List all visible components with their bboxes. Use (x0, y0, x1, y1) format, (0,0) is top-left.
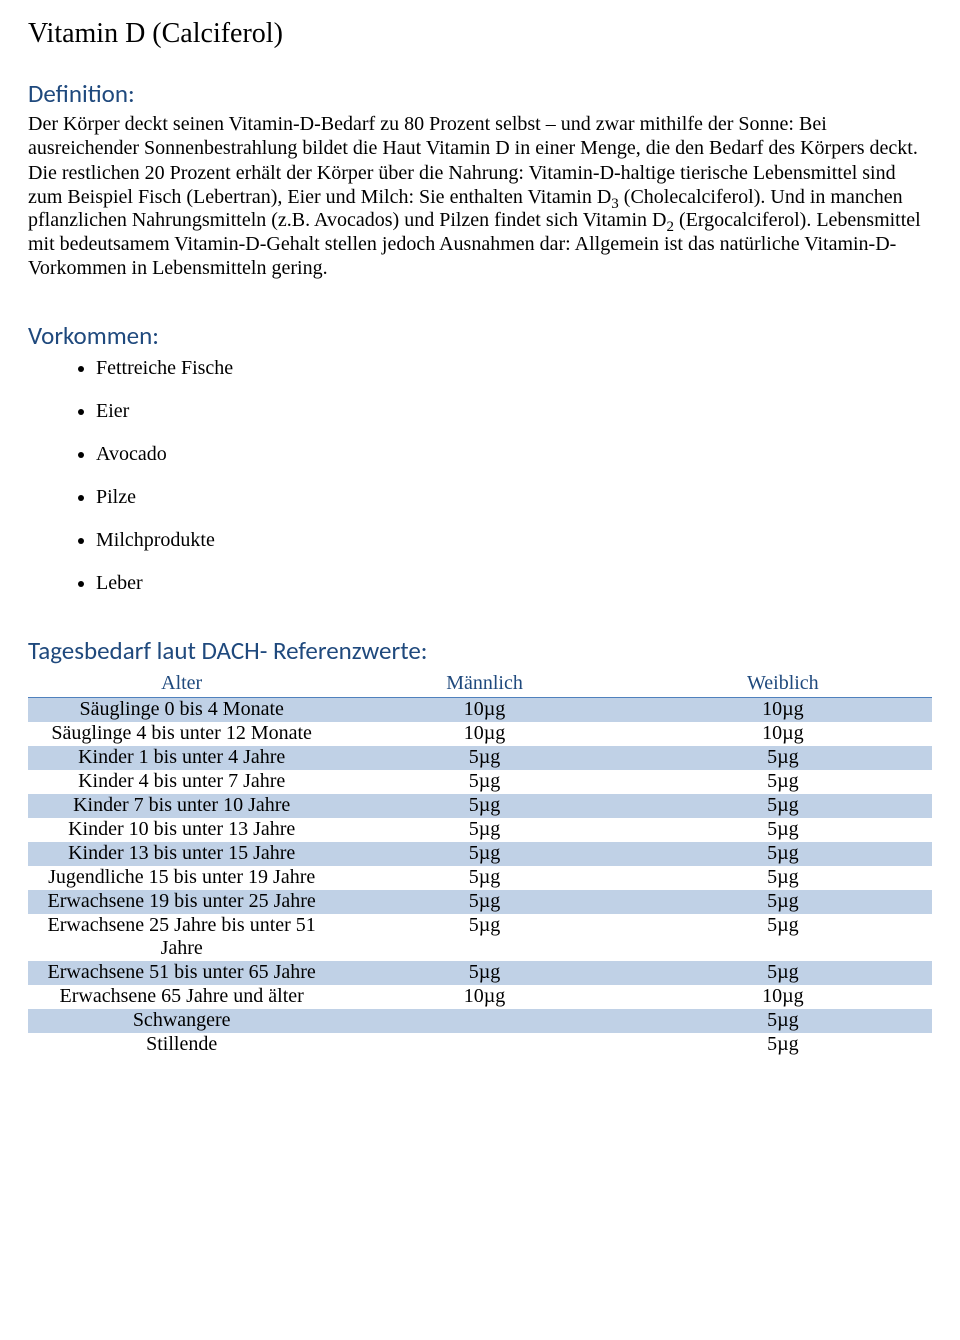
daily-requirement-table: Alter Männlich Weiblich Säuglinge 0 bis … (28, 670, 932, 1057)
cell-female: 5µg (634, 794, 932, 818)
cell-male: 10µg (335, 698, 633, 723)
table-row: Kinder 4 bis unter 7 Jahre5µg5µg (28, 770, 932, 794)
cell-age: Stillende (28, 1033, 335, 1057)
cell-male: 5µg (335, 746, 633, 770)
col-age: Alter (28, 670, 335, 698)
page-title: Vitamin D (Calciferol) (28, 18, 932, 50)
cell-female: 5µg (634, 770, 932, 794)
table-row: Säuglinge 4 bis unter 12 Monate10µg10µg (28, 722, 932, 746)
cell-male: 5µg (335, 914, 633, 961)
cell-male: 5µg (335, 866, 633, 890)
list-item: Pilze (96, 486, 932, 509)
cell-age: Erwachsene 25 Jahre bis unter 51 Jahre (28, 914, 335, 961)
heading-occurrence: Vorkommen: (28, 320, 932, 351)
cell-male (335, 1033, 633, 1057)
table-row: Schwangere 5µg (28, 1009, 932, 1033)
cell-female: 10µg (634, 722, 932, 746)
col-male: Männlich (335, 670, 633, 698)
table-row: Kinder 1 bis unter 4 Jahre5µg5µg (28, 746, 932, 770)
table-row: Erwachsene 19 bis unter 25 Jahre5µg5µg (28, 890, 932, 914)
table-row: Erwachsene 25 Jahre bis unter 51 Jahre5µ… (28, 914, 932, 961)
definition-para-1: Der Körper deckt seinen Vitamin-D-Bedarf… (28, 113, 932, 160)
cell-female: 5µg (634, 866, 932, 890)
cell-male: 5µg (335, 770, 633, 794)
cell-age: Erwachsene 51 bis unter 65 Jahre (28, 961, 335, 985)
cell-age: Jugendliche 15 bis unter 19 Jahre (28, 866, 335, 890)
cell-age: Kinder 13 bis unter 15 Jahre (28, 842, 335, 866)
cell-male: 10µg (335, 722, 633, 746)
cell-male: 5µg (335, 818, 633, 842)
table-row: Jugendliche 15 bis unter 19 Jahre5µg5µg (28, 866, 932, 890)
cell-female: 5µg (634, 1033, 932, 1057)
table-row: Kinder 7 bis unter 10 Jahre5µg5µg (28, 794, 932, 818)
cell-female: 10µg (634, 698, 932, 723)
cell-female: 5µg (634, 818, 932, 842)
table-row: Stillende 5µg (28, 1033, 932, 1057)
cell-female: 5µg (634, 746, 932, 770)
cell-male: 10µg (335, 985, 633, 1009)
cell-age: Erwachsene 65 Jahre und älter (28, 985, 335, 1009)
col-female: Weiblich (634, 670, 932, 698)
document-page: Vitamin D (Calciferol) Definition: Der K… (0, 0, 960, 1085)
cell-age: Kinder 7 bis unter 10 Jahre (28, 794, 335, 818)
table-body: Säuglinge 0 bis 4 Monate10µg10µgSäugling… (28, 698, 932, 1058)
cell-age: Kinder 1 bis unter 4 Jahre (28, 746, 335, 770)
list-item: Eier (96, 400, 932, 423)
cell-male: 5µg (335, 794, 633, 818)
cell-female: 5µg (634, 914, 932, 961)
heading-definition: Definition: (28, 78, 932, 109)
cell-age: Erwachsene 19 bis unter 25 Jahre (28, 890, 335, 914)
cell-male (335, 1009, 633, 1033)
cell-age: Säuglinge 4 bis unter 12 Monate (28, 722, 335, 746)
daily-requirement-table-wrap: Alter Männlich Weiblich Säuglinge 0 bis … (28, 670, 932, 1057)
list-item: Leber (96, 572, 932, 595)
definition-body: Der Körper deckt seinen Vitamin-D-Bedarf… (28, 113, 932, 280)
cell-female: 5µg (634, 1009, 932, 1033)
cell-male: 5µg (335, 961, 633, 985)
cell-age: Säuglinge 0 bis 4 Monate (28, 698, 335, 723)
list-item: Fettreiche Fische (96, 357, 932, 380)
table-header-row: Alter Männlich Weiblich (28, 670, 932, 698)
cell-female: 10µg (634, 985, 932, 1009)
table-row: Erwachsene 51 bis unter 65 Jahre5µg5µg (28, 961, 932, 985)
cell-female: 5µg (634, 961, 932, 985)
list-item: Milchprodukte (96, 529, 932, 552)
cell-female: 5µg (634, 890, 932, 914)
table-row: Kinder 10 bis unter 13 Jahre5µg5µg (28, 818, 932, 842)
cell-age: Kinder 10 bis unter 13 Jahre (28, 818, 335, 842)
cell-age: Kinder 4 bis unter 7 Jahre (28, 770, 335, 794)
cell-male: 5µg (335, 842, 633, 866)
sources-list: Fettreiche Fische Eier Avocado Pilze Mil… (28, 357, 932, 595)
heading-daily: Tagesbedarf laut DACH- Referenzwerte: (28, 635, 932, 666)
cell-female: 5µg (634, 842, 932, 866)
table-row: Säuglinge 0 bis 4 Monate10µg10µg (28, 698, 932, 723)
list-item: Avocado (96, 443, 932, 466)
cell-male: 5µg (335, 890, 633, 914)
definition-para-2: Die restlichen 20 Prozent erhält der Kör… (28, 162, 932, 280)
table-row: Kinder 13 bis unter 15 Jahre5µg5µg (28, 842, 932, 866)
table-row: Erwachsene 65 Jahre und älter10µg10µg (28, 985, 932, 1009)
cell-age: Schwangere (28, 1009, 335, 1033)
